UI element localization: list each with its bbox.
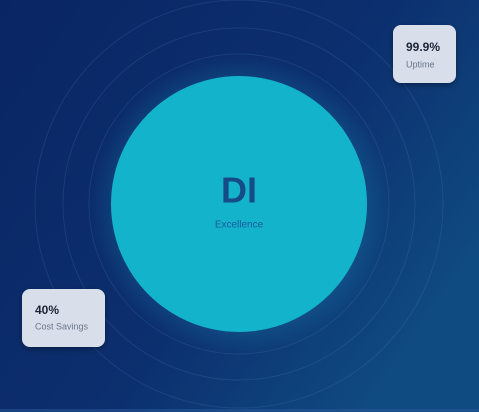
stat-card: 99.9% Uptime [393,25,456,83]
ring [62,27,416,381]
ring [34,0,444,409]
card-label: Cost Savings [35,321,89,331]
stat-card: 40% Cost Savings [22,289,105,347]
main-circle [111,76,367,332]
card-label: Uptime [406,59,435,69]
bottom-edge [0,409,479,412]
card-bg [22,289,105,347]
card-value: 40% [35,303,59,317]
card-bg [393,25,456,83]
card-value: 99.9% [406,40,440,54]
hero-subtitle: Excellence [215,220,264,231]
hero-title: DI [221,170,257,211]
